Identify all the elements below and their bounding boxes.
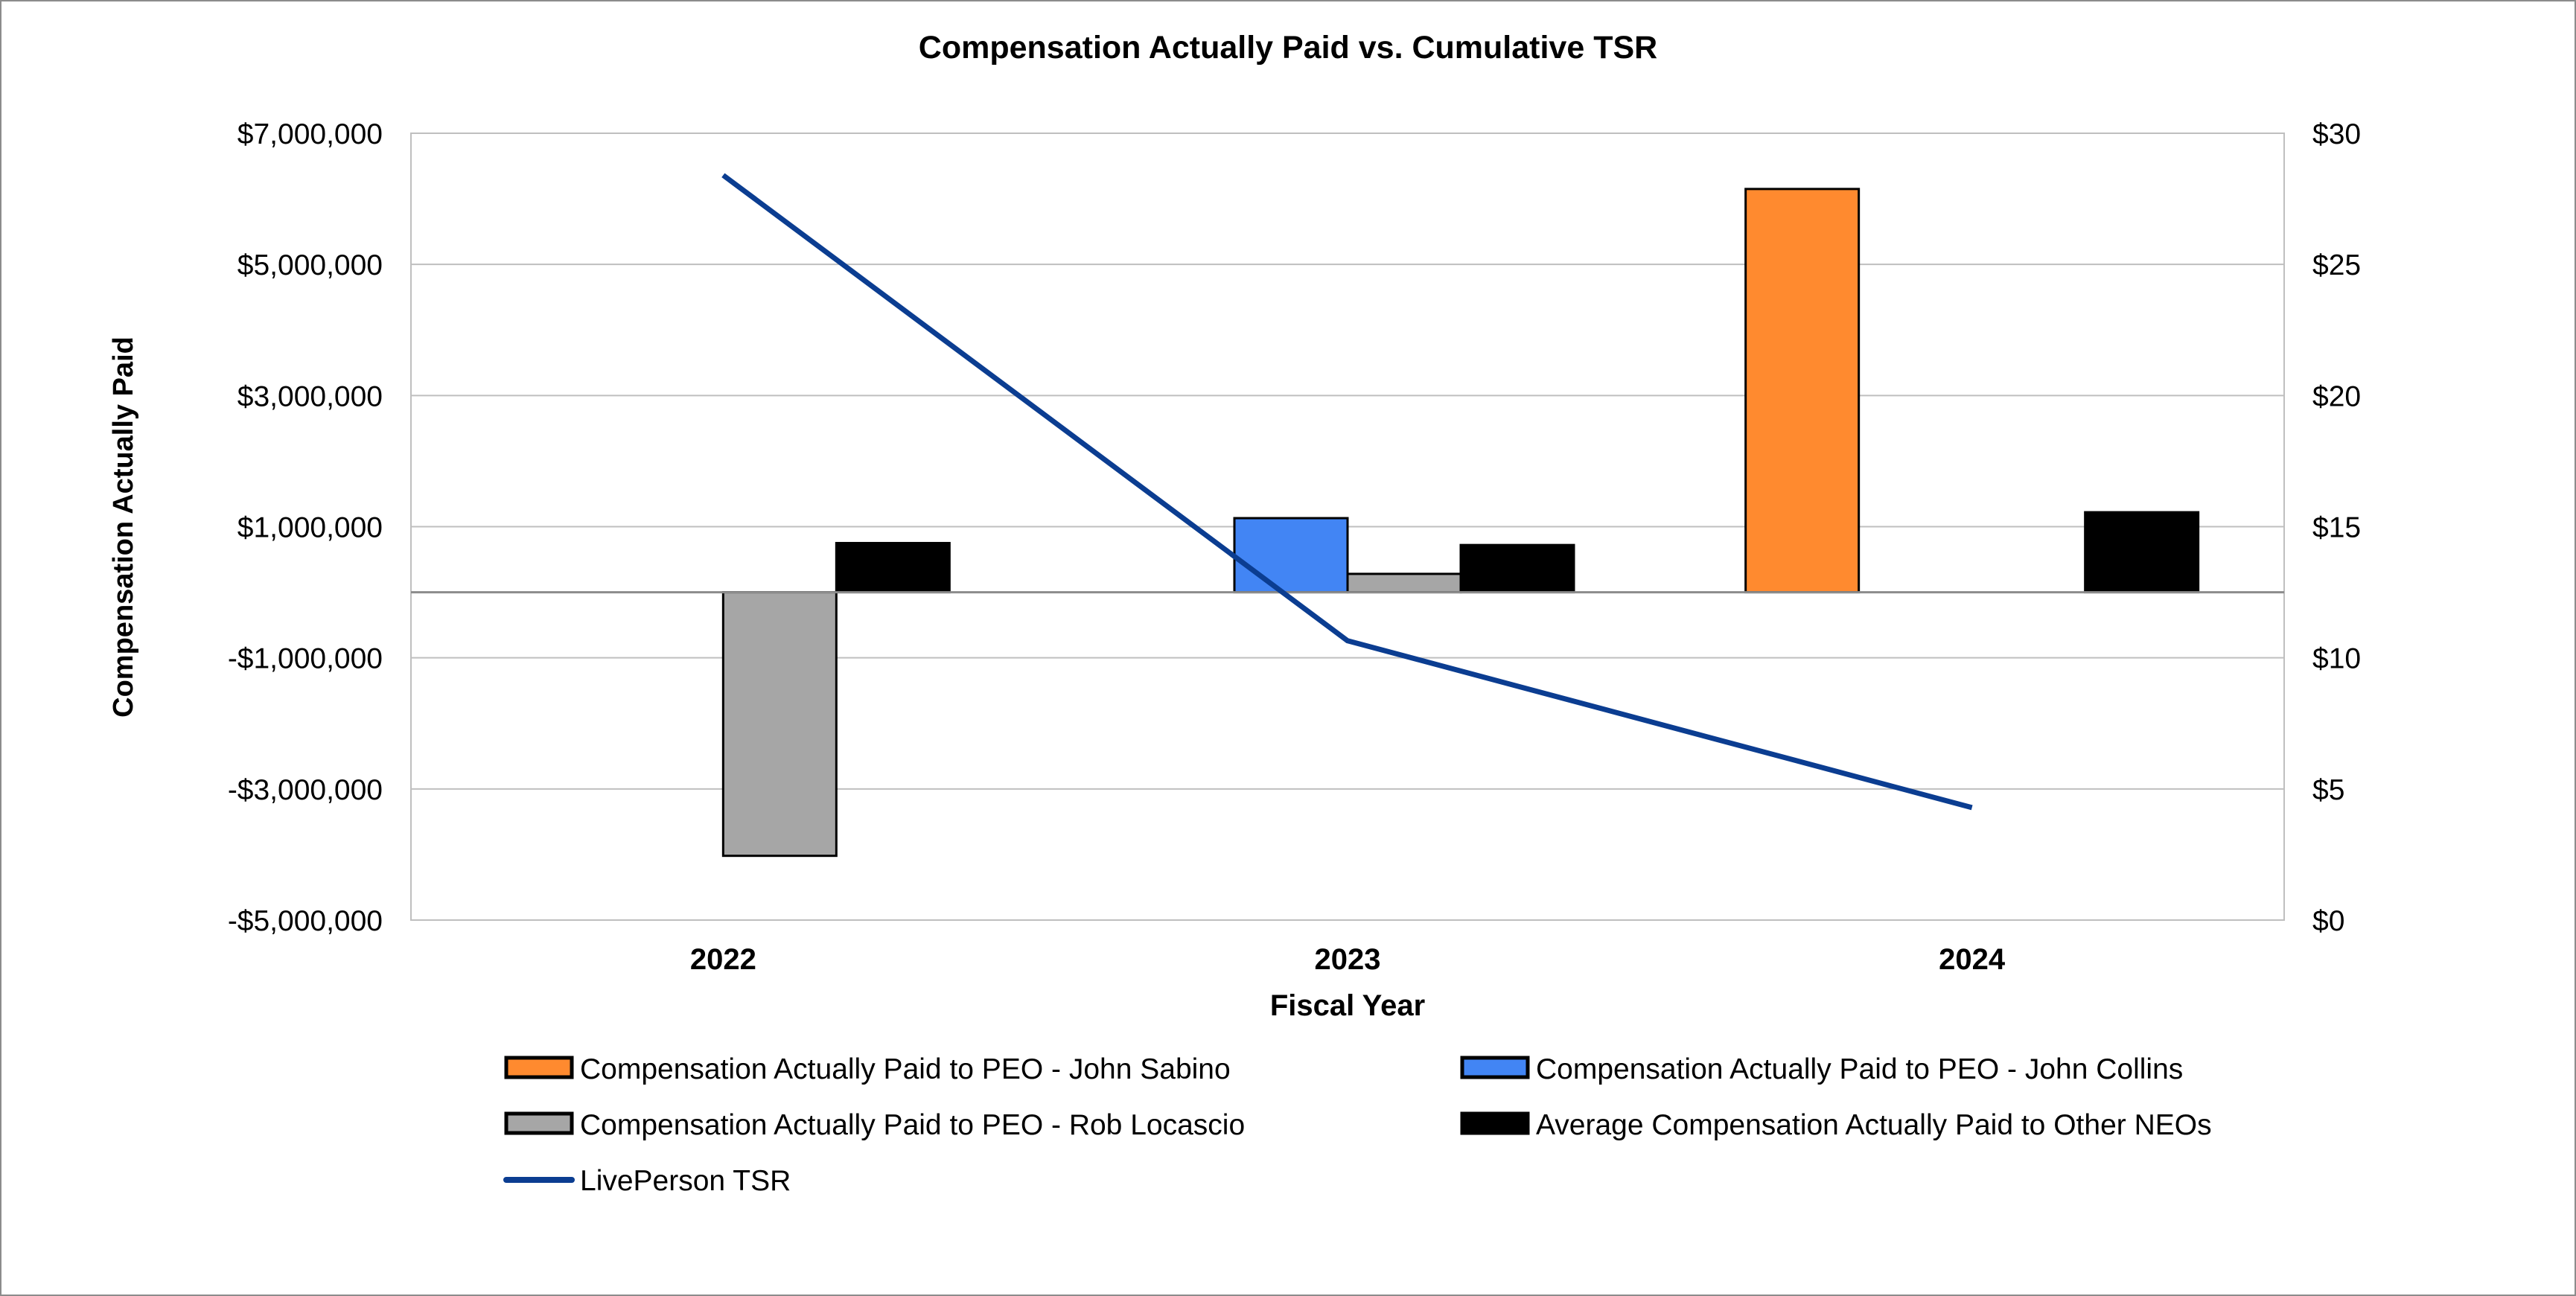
y2-tick-label: $0 (2312, 905, 2344, 937)
y2-tick-label: $5 (2312, 774, 2344, 806)
legend-swatch (504, 1111, 574, 1135)
chart-title: Compensation Actually Paid vs. Cumulativ… (919, 30, 1657, 66)
y-tick-label: -$3,000,000 (228, 774, 383, 806)
y2-tick-label: $30 (2312, 118, 2361, 150)
bar (2084, 511, 2200, 594)
y2-tick-label: $25 (2312, 249, 2361, 281)
y2-tick-label: $10 (2312, 643, 2361, 675)
x-tick-label: 2023 (1315, 943, 1381, 976)
bar (835, 542, 951, 594)
x-tick-label: 2022 (690, 943, 756, 976)
x-tick-label: 2024 (1939, 943, 2006, 976)
bar (1744, 188, 1861, 594)
legend-swatch (1460, 1111, 1530, 1135)
y-tick-label: -$1,000,000 (228, 643, 383, 675)
y-tick-label: $7,000,000 (237, 118, 383, 150)
y2-tick-label: $20 (2312, 380, 2361, 412)
bar (721, 591, 838, 858)
y2-tick-label: $15 (2312, 512, 2361, 544)
y-tick-label: $1,000,000 (237, 512, 383, 544)
legend-label: Compensation Actually Paid to PEO - John… (1536, 1053, 2183, 1085)
bar (1459, 543, 1575, 594)
legend-label: Average Compensation Actually Paid to Ot… (1536, 1109, 2212, 1141)
legend-label: LivePerson TSR (580, 1165, 791, 1197)
legend-swatch (1460, 1056, 1530, 1079)
legend-label: Compensation Actually Paid to PEO - John… (580, 1053, 1231, 1085)
legend-swatch (504, 1056, 574, 1079)
y-tick-label: $3,000,000 (237, 380, 383, 412)
bar (1233, 517, 1349, 594)
y-tick-label: -$5,000,000 (228, 905, 383, 937)
y-tick-label: $5,000,000 (237, 249, 383, 281)
x-axis-label: Fiscal Year (1270, 989, 1425, 1022)
legend-label: Compensation Actually Paid to PEO - Rob … (580, 1109, 1245, 1141)
y-axis-label: Compensation Actually Paid (108, 336, 139, 718)
bar (1346, 572, 1462, 594)
